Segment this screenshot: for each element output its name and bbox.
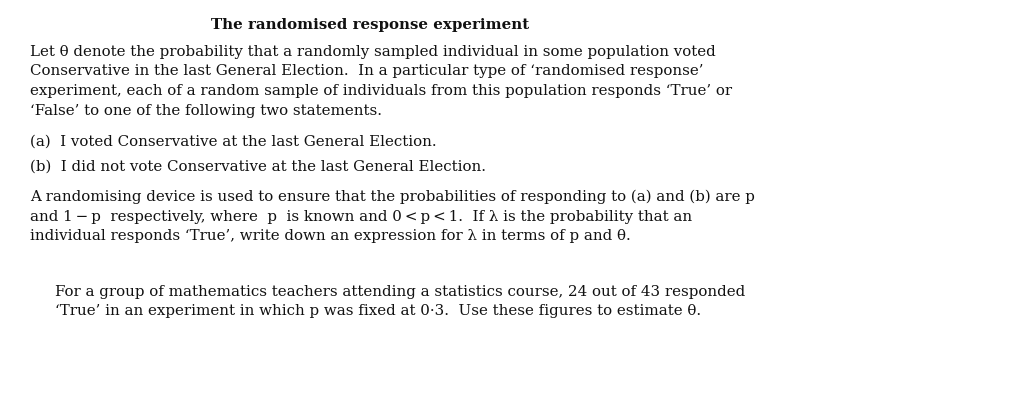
Text: (a)  I voted Conservative at the last General Election.: (a) I voted Conservative at the last Gen…	[30, 135, 436, 149]
Text: A randomising device is used to ensure that the probabilities of responding to (: A randomising device is used to ensure t…	[30, 190, 755, 243]
Text: (b)  I did not vote Conservative at the last General Election.: (b) I did not vote Conservative at the l…	[30, 160, 486, 174]
Text: The randomised response experiment: The randomised response experiment	[211, 18, 529, 32]
Text: For a group of mathematics teachers attending a statistics course, 24 out of 43 : For a group of mathematics teachers atte…	[55, 285, 745, 318]
Text: Let θ denote the probability that a randomly sampled individual in some populati: Let θ denote the probability that a rand…	[30, 45, 732, 117]
